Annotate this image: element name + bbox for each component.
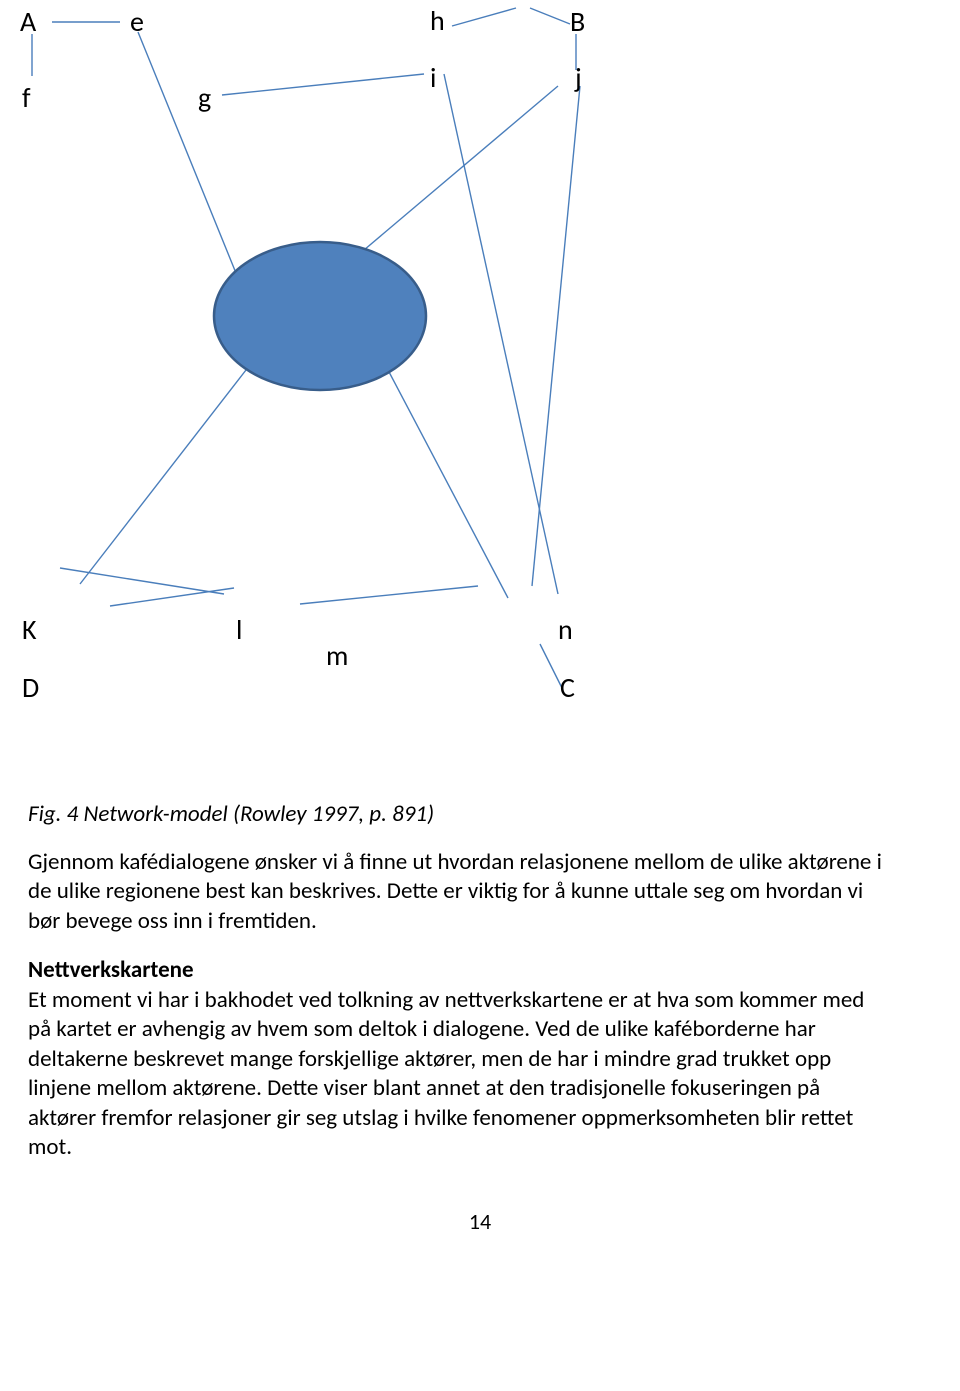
page-root: Ae h Bi j f g Kl m n D C Fig. 4 Network-model (Row… (0, 0, 960, 1235)
diagram-edge (80, 370, 246, 584)
section-title: Nettverkskartene (28, 956, 888, 985)
node-label-h: h (430, 3, 445, 38)
node-label-g: g (198, 80, 211, 115)
diagram-edge (364, 86, 558, 250)
node-label-i: i (430, 60, 436, 95)
node-label-f: f (22, 80, 31, 115)
center-ellipse (214, 242, 426, 390)
diagram-edge (530, 8, 570, 24)
diagram-edge (138, 32, 238, 278)
diagram-edge (110, 588, 234, 606)
node-label-c: C (560, 670, 575, 705)
diagram-edge (452, 8, 516, 26)
network-diagram: Ae h Bi j f g Kl m n D C (0, 0, 960, 770)
node-label-k: K (22, 612, 37, 647)
paragraph-1: Gjennom kafédialogene ønsker vi å finne … (28, 848, 888, 936)
node-label-e: e (130, 4, 144, 39)
diagram-svg (0, 0, 960, 770)
diagram-edge (60, 568, 224, 594)
diagram-edge (540, 644, 562, 688)
diagram-edge (388, 370, 508, 598)
node-label-j: j (575, 60, 582, 95)
node-label-m: m (326, 638, 348, 673)
body-text: Gjennom kafédialogene ønsker vi å finne … (28, 848, 888, 1162)
paragraph-2: Et moment vi har i bakhodet ved tolkning… (28, 986, 888, 1163)
diagram-edge (222, 74, 424, 95)
node-label-l: l (236, 612, 242, 647)
node-label-n: n (558, 612, 573, 647)
figure-caption: Fig. 4 Network-model (Rowley 1997, p. 89… (28, 800, 960, 828)
node-label-b: B (570, 4, 585, 39)
node-label-d: D (22, 670, 39, 705)
diagram-edge (300, 586, 478, 604)
page-number: 14 (0, 1208, 960, 1235)
diagram-edge (444, 74, 558, 594)
node-label-a: A (20, 4, 36, 39)
